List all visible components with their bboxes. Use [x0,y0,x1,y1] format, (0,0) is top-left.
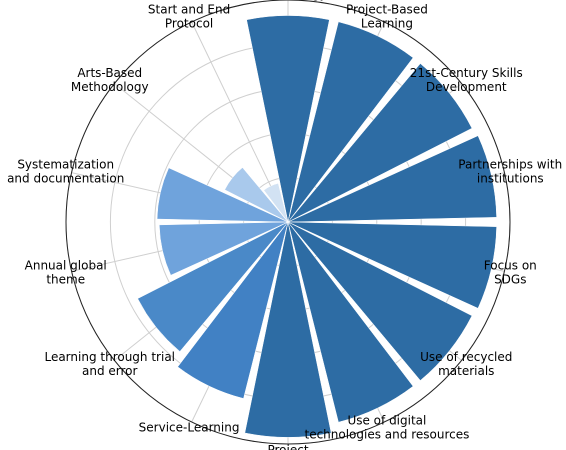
category-label: Learning through trial and error [44,350,175,378]
category-label: Use of recycled materials [420,350,512,378]
bar [177,221,289,399]
bar [287,135,497,223]
category-label: Start and End Protocol [148,3,230,31]
category-label: Project-Based Learning [346,3,428,31]
bar [224,167,289,223]
bar [159,221,289,276]
bar [263,182,289,223]
category-label: Focus on SDGs [484,259,537,287]
category-label: 21st-Century Skills Development [410,66,523,94]
category-label: Partnerships with institutions [458,157,562,185]
category-label: Systematization and documentation [7,157,124,185]
bar [156,167,289,223]
category-label: Use of digital technologies and resources [304,413,469,441]
bar [287,221,497,309]
bar [287,63,473,223]
category-label: Service-Learning [139,420,240,434]
bar [137,221,289,352]
bar [244,221,332,438]
polar-frame [65,0,511,445]
bar [246,15,330,223]
category-label: Methodology [249,0,327,1]
category-label: Project [267,443,308,450]
category-label: Arts-Based Methodology [71,66,149,94]
bar [287,221,473,381]
bar [287,221,414,423]
bar [287,21,414,223]
category-label: Annual global theme [25,259,107,287]
